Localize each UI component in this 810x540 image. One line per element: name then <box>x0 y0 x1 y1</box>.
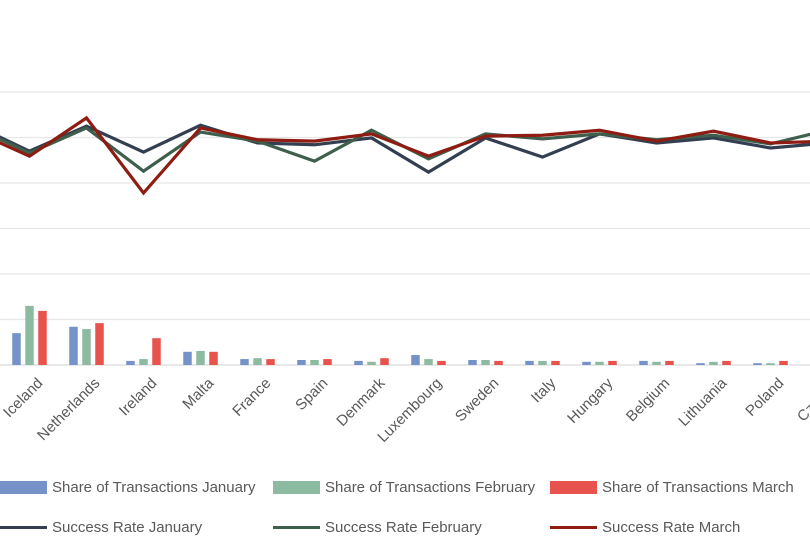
bar-share-of-transactions-january <box>468 359 477 365</box>
legend-bar-swatch <box>550 481 597 494</box>
bar-share-of-transactions-february <box>253 358 262 365</box>
x-axis-label: Ireland <box>116 375 160 419</box>
bar-share-of-transactions-february <box>709 361 718 365</box>
bar-share-of-transactions-january <box>183 351 192 365</box>
bar-share-of-transactions-february <box>595 361 604 365</box>
x-axis-label: Poland <box>742 375 787 420</box>
bar-share-of-transactions-february <box>25 305 34 365</box>
bar-share-of-transactions-january <box>126 360 135 365</box>
legend-label: Success Rate February <box>325 519 482 536</box>
x-axis-label: Belgium <box>623 375 673 425</box>
x-axis-label: Sweden <box>452 375 502 425</box>
line-success-rate-march <box>0 115 810 196</box>
bar-share-of-transactions-january <box>582 361 591 365</box>
bar-share-of-transactions-january <box>753 363 762 365</box>
bar-share-of-transactions-march <box>608 360 617 365</box>
bar-share-of-transactions-january <box>639 360 648 365</box>
bar-share-of-transactions-march <box>152 338 161 365</box>
x-axis-label: Denmark <box>333 374 388 429</box>
bar-share-of-transactions-february <box>766 363 775 365</box>
x-axis-label: Malta <box>179 374 217 412</box>
legend-line-swatch <box>550 525 597 530</box>
bar-share-of-transactions-february <box>367 361 376 365</box>
bar-share-of-transactions-march <box>209 351 218 365</box>
x-axis-label: Hungary <box>564 374 616 426</box>
x-axis-label: Spain <box>292 375 331 414</box>
bar-share-of-transactions-february <box>82 329 91 365</box>
legend-item: Success Rate March <box>550 519 740 536</box>
bar-share-of-transactions-march <box>494 360 503 365</box>
legend-bar-swatch <box>273 481 320 494</box>
bar-share-of-transactions-march <box>95 323 104 365</box>
bar-share-of-transactions-january <box>696 363 705 365</box>
bar-share-of-transactions-march <box>323 359 332 365</box>
x-axis-label: Czechia <box>794 374 810 425</box>
bar-share-of-transactions-january <box>525 360 534 365</box>
bar-share-of-transactions-february <box>424 359 433 365</box>
legend-label: Share of Transactions March <box>602 479 794 496</box>
bar-share-of-transactions-march <box>665 360 674 365</box>
legend-line-swatch <box>273 525 320 530</box>
bar-share-of-transactions-january <box>354 360 363 365</box>
legend-item: Success Rate February <box>273 519 482 536</box>
bar-share-of-transactions-march <box>551 360 560 365</box>
bar-share-of-transactions-march <box>779 360 788 365</box>
legend-label: Success Rate January <box>52 519 203 536</box>
legend-bar-swatch <box>0 481 47 494</box>
bar-share-of-transactions-february <box>538 360 547 365</box>
legend-item: Share of Transactions February <box>273 479 535 496</box>
bar-share-of-transactions-january <box>12 333 21 365</box>
legend-label: Share of Transactions January <box>52 479 256 496</box>
bar-share-of-transactions-january <box>240 359 249 365</box>
bar-share-of-transactions-march <box>38 310 47 365</box>
bar-share-of-transactions-january <box>69 326 78 365</box>
legend-label: Share of Transactions February <box>325 479 536 496</box>
x-axis-label: France <box>229 375 274 420</box>
bar-share-of-transactions-january <box>297 359 306 365</box>
bar-share-of-transactions-march <box>437 360 446 365</box>
legend-item: Share of Transactions March <box>550 479 794 496</box>
legend-label: Success Rate March <box>602 519 741 536</box>
legend-item: Success Rate January <box>0 519 202 536</box>
bar-share-of-transactions-march <box>266 359 275 365</box>
x-axis-label: Lithuania <box>675 374 731 430</box>
legend-line-swatch <box>0 525 47 530</box>
x-axis-label: Iceland <box>0 375 46 421</box>
line-success-rate-january <box>0 123 810 174</box>
bar-share-of-transactions-february <box>310 359 319 365</box>
bar-share-of-transactions-march <box>380 358 389 365</box>
bar-share-of-transactions-february <box>652 361 661 365</box>
bar-share-of-transactions-january <box>411 354 420 365</box>
bar-share-of-transactions-february <box>139 359 148 365</box>
bar-share-of-transactions-february <box>196 350 205 365</box>
x-axis-label: Italy <box>528 374 560 406</box>
bar-share-of-transactions-february <box>481 359 490 365</box>
legend-item: Share of Transactions January <box>0 479 255 496</box>
bar-share-of-transactions-march <box>722 360 731 365</box>
